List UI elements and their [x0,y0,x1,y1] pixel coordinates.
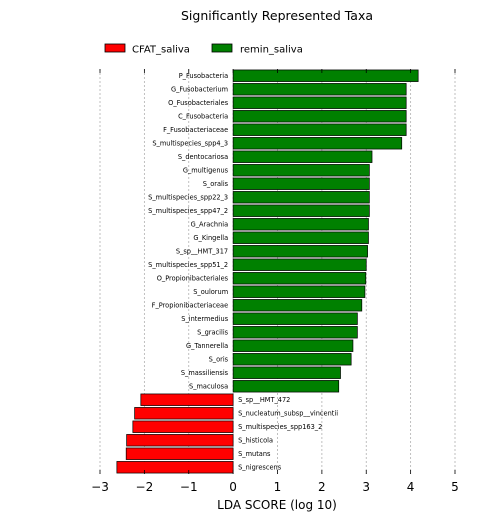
bar-label: G_Fusobacterium [171,86,228,94]
bar-label: S_oralis [203,180,229,188]
bar-label: G_Kingella [193,234,228,242]
bar-label: S_multispecies_spp163_2 [238,423,322,431]
bar-label: S_intermedius [181,315,228,323]
bar [232,366,341,379]
bar [232,191,370,204]
bar-label: S_multispecies_spp47_2 [148,207,228,215]
bar-label: S_dentocariosa [178,153,228,161]
bar [232,272,367,285]
bar-label: S_histicola [238,437,273,445]
x-tick-label: 0 [229,480,237,494]
bar [232,285,366,298]
bar-label: S_multispecies_spp4_3 [152,140,228,148]
bar [232,245,368,258]
x-tick-label: −2 [136,480,154,494]
x-tick-label: 4 [407,480,415,494]
legend-label-remin: remin_saliva [240,45,303,56]
x-tick-label: −1 [180,480,198,494]
bar [126,434,234,447]
bar [232,380,340,393]
bar [232,231,369,244]
bar-label: C_Fusobacteria [178,113,228,121]
bar-labels: P_Fusobacteria G_Fusobacterium O_Fusobacte… [148,72,338,472]
bar-label: G_Arachnia [191,221,229,229]
bar-label: O_Propionibacteriales [157,275,229,283]
bar-label: F_Propionibacteriaceae [152,302,228,310]
bar-label: S_multispecies_spp22_3 [148,194,228,202]
legend: CFAT_saliva remin_saliva [104,43,303,56]
bar [132,420,234,433]
bar [232,258,367,271]
bar-label: P_Fusobacteria [179,72,228,80]
grid-lines [99,69,456,474]
bar [232,299,363,312]
bar [116,461,234,474]
bar-label: S_oulorum [193,288,228,296]
bar [125,447,234,460]
bar-label: S_nucleatum_subsp__vincentii [238,410,338,418]
bar [232,150,373,163]
x-tick-label: 3 [362,480,370,494]
bar [232,218,369,231]
bar-label: S_massiliensis [181,369,229,377]
bar-label: S_oris [209,356,229,364]
bar [134,407,234,420]
bar [140,393,234,406]
bar-label: S_sp__HMT_472 [238,396,290,404]
x-tick-label: −3 [91,480,109,494]
bar [232,204,370,217]
bar-label: S_multispecies_spp51_2 [148,261,228,269]
bar-label: S_nigrescens [238,464,282,472]
x-tick-label: 1 [274,480,282,494]
bar-label: S_mutans [238,450,271,458]
bar-label: G_multigenus [183,167,229,175]
bar [232,177,370,190]
bar-label: S_gracilis [197,329,229,337]
x-axis: −3 −2 −1 0 1 2 3 4 5 [91,69,459,494]
bars [116,69,419,474]
x-tick-label: 2 [318,480,326,494]
bar [232,69,419,82]
bar [232,326,358,339]
bar [232,339,354,352]
x-axis-label: LDA SCORE (log 10) [217,498,337,512]
bar [232,353,352,366]
bar [232,83,407,96]
bar-label: O_Fusobacteriales [168,99,229,107]
bar [232,110,407,123]
legend-swatch-cfat [104,43,126,53]
x-tick-label: 5 [451,480,459,494]
bar [232,123,407,136]
bar-label: S_maculosa [189,383,228,391]
bar [232,164,370,177]
bar-label: G_Tannerella [186,342,228,350]
bar [232,96,407,109]
legend-label-cfat: CFAT_saliva [132,45,190,56]
bar [232,137,403,150]
chart-title: Significantly Represented Taxa [181,8,373,23]
bar-label: S_sp__HMT_317 [176,248,228,256]
legend-swatch-remin [211,43,233,53]
bar-label: F_Fusobacteriaceae [163,126,228,134]
bar [232,312,358,325]
